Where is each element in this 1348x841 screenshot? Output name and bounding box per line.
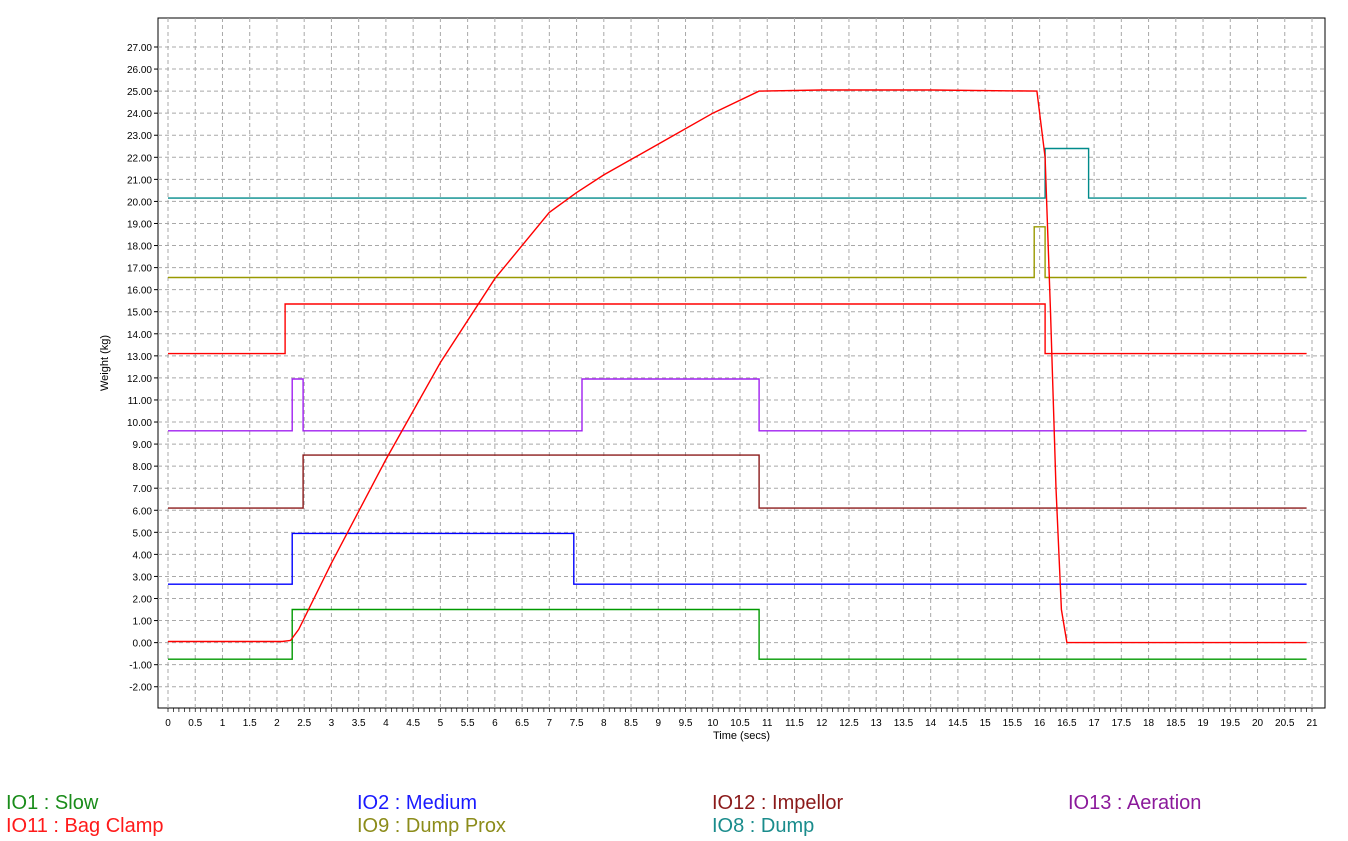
- y-tick-label: 24.00: [127, 109, 152, 120]
- series-layer: [168, 89, 1307, 660]
- y-tick-label: 21.00: [127, 175, 152, 186]
- y-tick-label: 11.00: [128, 396, 153, 407]
- y-tick-label: 4.00: [133, 550, 153, 561]
- x-tick-label: 7.5: [570, 718, 584, 729]
- x-tick-label: 0.5: [188, 718, 202, 729]
- x-tick-label: 8.5: [624, 718, 638, 729]
- x-tick-label: 16.5: [1057, 718, 1077, 729]
- y-tick-label: 18.00: [127, 242, 152, 253]
- x-tick-label: 9: [656, 718, 662, 729]
- series-line-io2: [168, 532, 1307, 585]
- y-tick-label: 26.00: [127, 65, 152, 76]
- y-tick-label: 17.00: [127, 264, 152, 275]
- y-tick-label: 0.00: [133, 639, 153, 650]
- x-tick-label: 2.5: [297, 718, 311, 729]
- y-tick-label: 13.00: [127, 352, 152, 363]
- x-tick-label: 18.5: [1166, 718, 1186, 729]
- y-tick-label: 25.00: [127, 87, 152, 98]
- y-tick-label: 5.00: [133, 528, 153, 539]
- x-tick-label: 0: [165, 718, 171, 729]
- y-tick-label: 16.00: [127, 286, 152, 297]
- x-tick-label: 9.5: [679, 718, 693, 729]
- y-tick-label: 3.00: [133, 572, 153, 583]
- y-tick-label: 20.00: [127, 197, 152, 208]
- x-axis-ticks: 0 0.5 1 1.5 2 2.5 3 3.5 4 4.5 5 5.5 6 6.5 7 7.5 8 8.5 9 9.5…: [165, 708, 1318, 729]
- x-tick-label: 11: [762, 718, 773, 729]
- legend-item: IO11 : Bag Clamp: [6, 815, 164, 837]
- grid: [158, 18, 1325, 708]
- y-tick-label: 22.00: [127, 153, 152, 164]
- series-line-weight: [168, 89, 1307, 644]
- x-tick-label: 1: [220, 718, 226, 729]
- y-tick-label: 6.00: [133, 506, 153, 517]
- y-tick-label: 27.00: [127, 43, 152, 54]
- series-line-io11: [168, 303, 1307, 355]
- chart: -2.00 -1.00 0.00 1.00 2.00 3.00 4.00 5.00 6.00 7.…: [99, 17, 1326, 742]
- x-tick-label: 13: [871, 718, 883, 729]
- x-tick-label: 17.5: [1112, 718, 1132, 729]
- series-line-io13: [168, 378, 1307, 432]
- y-tick-label: 12.00: [127, 374, 152, 385]
- x-tick-label: 12: [816, 718, 828, 729]
- x-tick-label: 6: [492, 718, 498, 729]
- plot-frame: [157, 17, 1326, 709]
- x-tick-label: 3.5: [352, 718, 366, 729]
- y-tick-label: 14.00: [127, 330, 152, 341]
- x-tick-label: 10: [707, 718, 719, 729]
- x-tick-label: 21: [1306, 718, 1318, 729]
- y-tick-label: -2.00: [129, 683, 152, 694]
- y-axis-ticks: -2.00 -1.00 0.00 1.00 2.00 3.00 4.00 5.00 6.00 7.…: [127, 43, 158, 694]
- legend-item: IO1 : Slow: [6, 792, 99, 814]
- x-tick-label: 17: [1089, 718, 1101, 729]
- legend-item: IO2 : Medium: [357, 792, 478, 814]
- legend-item: IO13 : Aeration: [1068, 792, 1202, 814]
- y-tick-label: 9.00: [133, 440, 153, 451]
- x-tick-label: 7: [547, 718, 553, 729]
- x-tick-label: 15: [980, 718, 992, 729]
- y-axis-label: Weight (kg): [99, 335, 111, 391]
- x-tick-label: 16: [1034, 718, 1046, 729]
- x-tick-label: 11.5: [785, 718, 804, 729]
- x-tick-label: 2: [274, 718, 280, 729]
- x-tick-label: 12.5: [839, 718, 859, 729]
- x-tick-label: 5.5: [461, 718, 475, 729]
- y-tick-label: 7.00: [133, 484, 153, 495]
- x-tick-label: 1.5: [243, 718, 257, 729]
- x-tick-label: 5: [438, 718, 444, 729]
- legend-item: IO8 : Dump: [712, 815, 815, 837]
- x-tick-label: 13.5: [894, 718, 914, 729]
- y-tick-label: 2.00: [133, 595, 153, 606]
- x-tick-label: 18: [1143, 718, 1155, 729]
- series-line-io9: [168, 226, 1307, 279]
- x-tick-label: 19.5: [1221, 718, 1241, 729]
- x-tick-label: 4.5: [406, 718, 420, 729]
- x-tick-label: 19: [1197, 718, 1209, 729]
- x-tick-label: 8: [601, 718, 607, 729]
- x-tick-label: 10.5: [730, 718, 750, 729]
- x-tick-label: 20.5: [1275, 718, 1295, 729]
- series-line-io8: [168, 147, 1307, 199]
- y-tick-label: 15.00: [127, 308, 152, 319]
- legend-item: IO9 : Dump Prox: [357, 815, 506, 837]
- series-line-io12: [168, 454, 1307, 509]
- y-tick-label: 23.00: [127, 131, 152, 142]
- x-tick-label: 14: [925, 718, 937, 729]
- x-axis-label: Time (secs): [713, 730, 770, 742]
- x-tick-label: 6.5: [515, 718, 529, 729]
- y-tick-label: 19.00: [127, 219, 152, 230]
- x-tick-label: 14.5: [948, 718, 968, 729]
- y-tick-label: 8.00: [133, 462, 153, 473]
- x-tick-label: 20: [1252, 718, 1264, 729]
- x-tick-label: 4: [383, 718, 389, 729]
- series-line-io1: [168, 608, 1307, 660]
- y-tick-label: 1.00: [133, 617, 153, 628]
- y-tick-label: -1.00: [129, 661, 152, 672]
- legend-item: IO12 : Impellor: [712, 792, 844, 814]
- x-tick-label: 3: [329, 718, 335, 729]
- x-tick-label: 15.5: [1003, 718, 1023, 729]
- y-tick-label: 10.00: [127, 418, 152, 429]
